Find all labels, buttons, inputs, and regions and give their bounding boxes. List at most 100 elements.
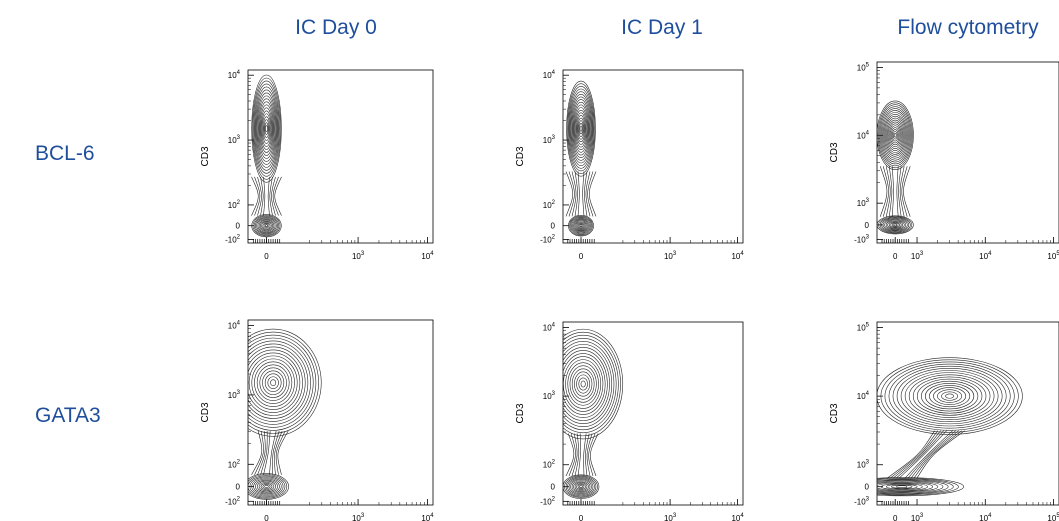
y-axis-label: CD3 (515, 403, 526, 423)
contour-ring (262, 222, 271, 229)
contour-bridge (260, 430, 280, 475)
contour-group (251, 74, 282, 238)
contour-ring (878, 104, 912, 167)
contour-ring (262, 116, 271, 141)
contour-ring (569, 91, 593, 166)
contour-ring (570, 216, 592, 235)
x-tick-label: 103 (911, 251, 924, 261)
contour-ring (258, 101, 275, 156)
contour-ring (892, 131, 898, 140)
y-tick-label: 104 (228, 321, 241, 331)
contour-ring (577, 117, 585, 140)
contour-ring (579, 125, 583, 132)
contour-bridge (885, 166, 905, 217)
contour-ring (261, 110, 272, 147)
contour-ring (574, 107, 588, 151)
plot-frame (876, 321, 1059, 506)
contour-ring (892, 365, 1007, 427)
contour-ring (265, 125, 268, 132)
contour-ring (572, 101, 590, 156)
contour-ring (563, 353, 606, 415)
x-tick-label: 105 (1047, 251, 1059, 261)
contour-ring (575, 109, 587, 148)
y-tick-label: 102 (228, 200, 241, 210)
contour-ring (569, 365, 597, 403)
y-tick-label: 103 (857, 198, 870, 208)
contour-ring (573, 219, 589, 233)
column-title-ic-day-0: IC Day 0 (295, 16, 377, 39)
contour-ring (893, 133, 897, 138)
y-tick-label: 104 (857, 391, 870, 401)
contour-ring (891, 129, 899, 142)
contour-ring (256, 480, 277, 493)
contour-ring (576, 374, 591, 394)
contour-bridge (895, 430, 956, 479)
contour-ring (262, 484, 271, 489)
contour-ring (920, 380, 979, 412)
contour-ring (258, 481, 275, 492)
contour-bridge (257, 176, 276, 216)
y-axis-label: CD3 (829, 403, 840, 423)
contour-ring (248, 355, 298, 410)
contour-ring (251, 74, 282, 183)
contour-ring (888, 221, 902, 229)
contour-ring (880, 359, 1019, 433)
contour-ring (572, 218, 590, 233)
contour-ring (904, 372, 995, 420)
contour-ring (912, 376, 987, 416)
contour-ring (260, 482, 273, 491)
y-tick-label: 0 (236, 222, 241, 231)
contour-ring (256, 217, 277, 234)
contour-group (248, 328, 322, 500)
contour-ring (570, 479, 592, 494)
y-tick-label: 104 (228, 70, 241, 80)
x-tick-label: 103 (911, 513, 924, 521)
contour-ring (255, 89, 278, 168)
contour-ring (259, 367, 287, 398)
contour-bridge (574, 171, 588, 217)
contour-ring (249, 476, 284, 497)
contour-ring (567, 86, 595, 172)
y-axis-label: CD3 (829, 142, 840, 162)
x-tick-label: 103 (352, 251, 365, 261)
contour-bridge (892, 430, 959, 479)
contour-ring (568, 215, 594, 237)
contour-ring (890, 222, 901, 228)
contour-ring (264, 224, 269, 227)
contour-ring (579, 224, 583, 227)
contour-ring (893, 223, 898, 227)
y-tick-label: -102 (540, 235, 556, 245)
plot-panel: -102 0 102 103 104 0 103 104 CD3 (515, 321, 744, 521)
contour-ring (260, 220, 273, 231)
x-tick-label: 104 (979, 513, 992, 521)
contour-ring (563, 337, 617, 431)
contour-ring (885, 117, 905, 153)
contour-ring (248, 475, 286, 498)
contour-ring (257, 218, 276, 233)
contour-bridge (574, 433, 590, 477)
contour-ring (880, 483, 923, 491)
contour-ring (886, 119, 904, 151)
contour-ring (256, 92, 277, 165)
y-tick-label: -102 (540, 496, 556, 506)
contour-bridge (898, 430, 953, 479)
y-tick-label: 103 (228, 135, 241, 145)
contour-ring (877, 215, 914, 235)
plot-panel: -103 0 103 104 105 0 103 104 105 CD3 (829, 61, 1059, 261)
contour-bridge (879, 166, 911, 217)
row-label-bcl6: BCL-6 (35, 142, 95, 165)
contour-ring (891, 223, 899, 227)
contour-bridge (886, 430, 965, 479)
contour-ring (248, 340, 311, 425)
contour-ring (253, 83, 280, 174)
plot-panel: -103 0 103 104 105 0 103 104 105 CD3 (829, 321, 1059, 521)
contour-ring (884, 361, 1015, 431)
contour-ring (248, 331, 319, 434)
contour-ring (567, 362, 599, 406)
contour-ring (253, 216, 280, 236)
contour-ring (569, 215, 593, 236)
contour-ring (885, 220, 905, 230)
contour-ring (884, 219, 907, 231)
contour-ring (576, 221, 586, 230)
contour-ring (881, 217, 910, 232)
